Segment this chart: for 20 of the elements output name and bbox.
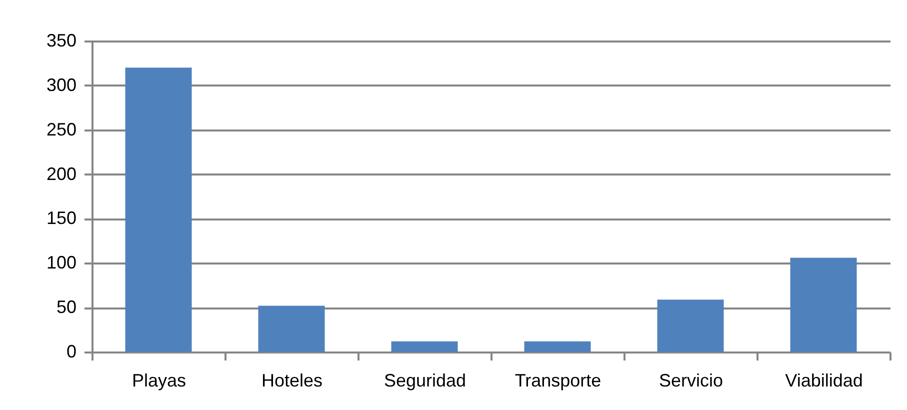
bar xyxy=(391,341,458,352)
x-tick-label: Servicio xyxy=(658,370,724,390)
x-tick-label: Viabilidad xyxy=(785,370,863,390)
y-tick-label: 200 xyxy=(46,164,76,184)
x-tick-label: Playas xyxy=(132,370,186,390)
x-tick-label: Transporte xyxy=(514,370,602,390)
y-tick-label: 300 xyxy=(46,74,76,95)
y-tick-label: 50 xyxy=(56,297,76,318)
bar xyxy=(790,258,857,352)
y-tick-label: 0 xyxy=(66,342,76,362)
y-tick-label: 100 xyxy=(46,252,76,273)
bar xyxy=(258,306,325,352)
bar xyxy=(657,300,724,352)
bar xyxy=(524,341,591,352)
bar xyxy=(125,68,192,352)
x-tick-label: Hoteles xyxy=(261,370,323,390)
y-tick-label: 350 xyxy=(46,30,76,50)
x-tick-label: Seguridad xyxy=(384,370,466,390)
y-tick-label: 150 xyxy=(46,208,76,228)
y-tick-label: 250 xyxy=(46,119,76,140)
